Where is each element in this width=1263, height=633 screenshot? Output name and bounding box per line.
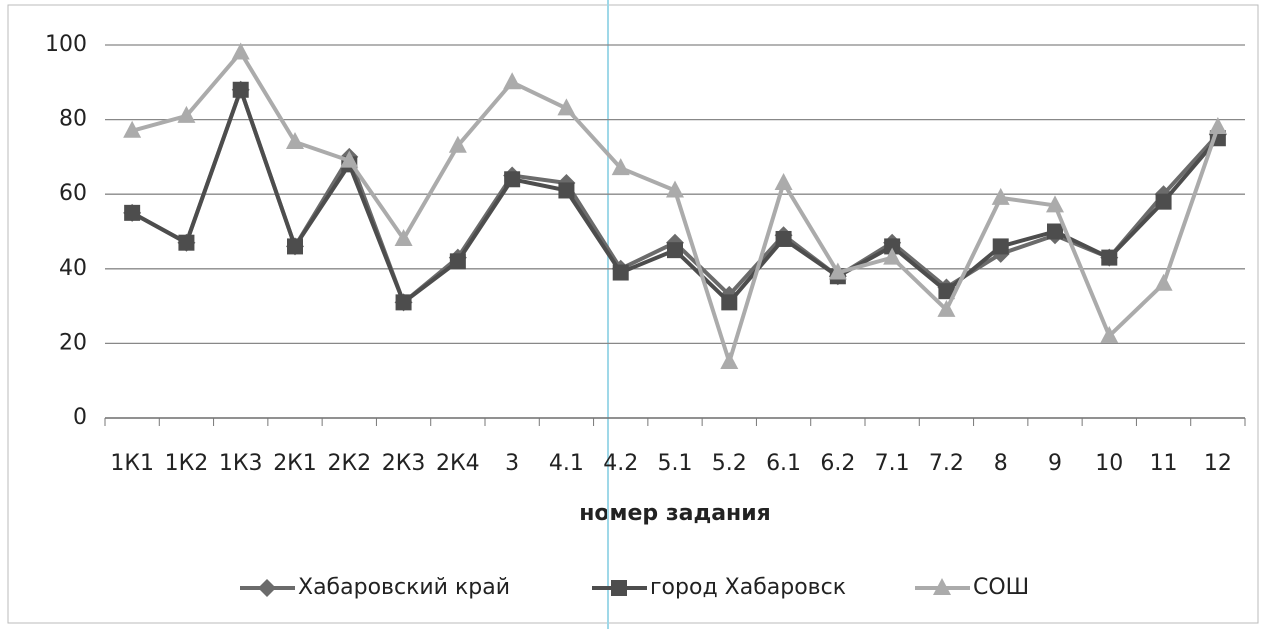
- x-tick-label: 2К2: [327, 451, 371, 476]
- x-tick-label: 2К3: [382, 451, 426, 476]
- x-tick-label: 11: [1150, 451, 1178, 476]
- x-tick-label: 8: [994, 451, 1008, 476]
- marker: [448, 135, 467, 153]
- chart-border: [7, 4, 1259, 624]
- marker: [883, 247, 902, 265]
- x-tick-label: 3: [505, 451, 519, 476]
- marker: [232, 81, 249, 98]
- marker: [1046, 195, 1064, 213]
- y-tick-label: 40: [59, 256, 87, 281]
- x-tick-label: 1К2: [165, 451, 209, 476]
- marker: [612, 264, 629, 281]
- x-tick-label: 5.1: [658, 451, 693, 476]
- marker: [667, 242, 683, 259]
- x-tick-label: 2К4: [436, 451, 480, 476]
- y-tick-label: 60: [59, 181, 87, 206]
- legend-label: город Хабаровск: [650, 575, 846, 600]
- x-tick-label: 7.2: [929, 451, 964, 476]
- x-tick-label: 2К1: [273, 451, 317, 476]
- marker: [394, 228, 413, 246]
- marker: [828, 262, 847, 280]
- marker: [258, 579, 276, 597]
- marker: [1208, 117, 1227, 135]
- marker: [1155, 193, 1172, 210]
- marker: [721, 294, 738, 311]
- x-tick-label: 4.2: [603, 451, 638, 476]
- marker: [124, 204, 141, 221]
- x-tick-label: 10: [1095, 451, 1123, 476]
- marker: [286, 131, 304, 149]
- marker: [991, 187, 1010, 205]
- legend-label: СОШ: [973, 575, 1029, 600]
- marker: [1100, 325, 1119, 343]
- marker: [503, 72, 522, 90]
- marker: [992, 238, 1009, 255]
- marker: [557, 98, 576, 116]
- marker: [177, 105, 196, 123]
- y-tick-label: 80: [59, 107, 87, 132]
- x-tick-label: 6.2: [820, 451, 855, 476]
- x-axis-title: номер задания: [579, 501, 771, 526]
- marker: [611, 158, 630, 176]
- legend-label: Хабаровский край: [298, 575, 510, 600]
- x-tick-label: 4.1: [549, 451, 584, 476]
- marker: [178, 234, 195, 251]
- marker: [774, 173, 793, 191]
- marker: [720, 352, 739, 370]
- marker: [884, 238, 901, 255]
- marker: [231, 42, 250, 60]
- x-tick-label: 5.2: [712, 451, 747, 476]
- y-tick-label: 20: [59, 330, 87, 355]
- marker: [1047, 223, 1063, 240]
- x-tick-label: 9: [1048, 451, 1062, 476]
- marker: [123, 120, 142, 138]
- y-tick-label: 100: [45, 32, 87, 57]
- marker: [1101, 249, 1118, 266]
- y-tick-label: 0: [73, 405, 87, 430]
- x-tick-label: 1К3: [219, 451, 263, 476]
- marker: [340, 150, 359, 168]
- marker: [938, 283, 955, 300]
- x-tick-label: 12: [1204, 451, 1232, 476]
- marker: [449, 253, 466, 270]
- marker: [287, 238, 303, 255]
- marker: [611, 580, 627, 596]
- marker: [933, 578, 951, 595]
- marker: [666, 180, 684, 198]
- marker: [937, 299, 956, 317]
- x-tick-label: 6.1: [766, 451, 801, 476]
- marker: [775, 230, 792, 247]
- marker: [1154, 273, 1173, 291]
- marker: [395, 294, 412, 311]
- x-tick-label: 7.1: [875, 451, 910, 476]
- marker: [558, 182, 575, 199]
- x-tick-label: 1К1: [110, 451, 154, 476]
- marker: [504, 171, 521, 188]
